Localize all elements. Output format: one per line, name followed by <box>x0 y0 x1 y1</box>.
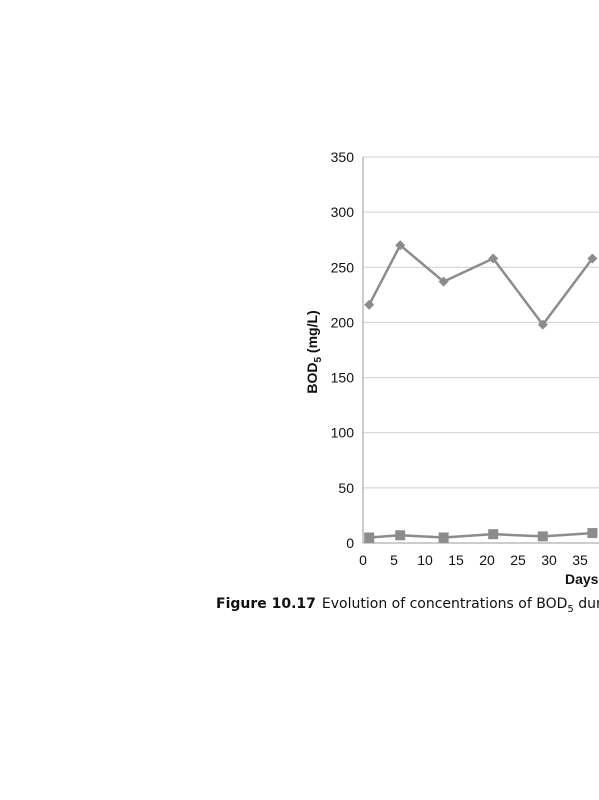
y-axis-label-rest: (mg/L) <box>304 310 320 357</box>
series-1-point-4 <box>537 531 548 542</box>
y-tick-label-200: 200 <box>331 314 355 330</box>
tick-labels: 0 50 100 150 200 250 300 350 0 5 10 15 20 25 30 35 <box>331 149 588 568</box>
x-axis-label: Days <box>565 571 599 587</box>
series-0-point-2 <box>438 276 449 287</box>
y-tick-label-0: 0 <box>346 535 354 551</box>
figure-caption: Figure 10.17 Evolution of concentrations … <box>216 596 599 615</box>
x-tick-label-35: 35 <box>572 552 588 568</box>
axes <box>362 157 599 544</box>
series-0-point-5 <box>587 253 598 264</box>
y-tick-label-150: 150 <box>331 370 355 386</box>
y-tick-label-250: 250 <box>331 259 355 275</box>
caption-label: Figure 10.17 <box>216 596 316 612</box>
x-tick-label-30: 30 <box>541 552 557 568</box>
caption-subscript: 5 <box>567 603 574 615</box>
series-0-point-1 <box>395 240 406 251</box>
series-1-point-1 <box>395 530 406 541</box>
caption-text: Evolution of concentrations of BOD <box>321 596 568 612</box>
y-tick-label-300: 300 <box>331 204 355 220</box>
y-axis-label: BOD5 (mg/L) <box>304 310 324 393</box>
x-tick-label-10: 10 <box>417 552 433 568</box>
gridlines <box>363 156 599 489</box>
series-1-point-0 <box>364 532 375 543</box>
series-0-point-3 <box>488 253 499 264</box>
series-0-point-0 <box>364 299 375 310</box>
y-tick-label-350: 350 <box>331 149 355 165</box>
x-tick-label-5: 5 <box>390 552 398 568</box>
series-0-point-4 <box>537 319 548 330</box>
x-tick-label-15: 15 <box>448 552 464 568</box>
series-1-point-2 <box>438 532 449 543</box>
x-tick-label-0: 0 <box>359 552 367 568</box>
series-1-point-5 <box>587 528 598 539</box>
y-axis-label-sub: 5 <box>313 357 324 363</box>
y-axis-label-main: BOD <box>304 363 320 394</box>
x-tick-label-25: 25 <box>510 552 526 568</box>
y-tick-label-50: 50 <box>338 480 354 496</box>
x-tick-label-20: 20 <box>479 552 495 568</box>
series-1-line <box>369 531 593 539</box>
series-1-point-3 <box>488 529 499 540</box>
y-tick-label-100: 100 <box>331 425 355 441</box>
series-0-line <box>368 243 594 326</box>
caption-text-rest: duri <box>578 596 599 612</box>
series-layer <box>364 240 598 543</box>
